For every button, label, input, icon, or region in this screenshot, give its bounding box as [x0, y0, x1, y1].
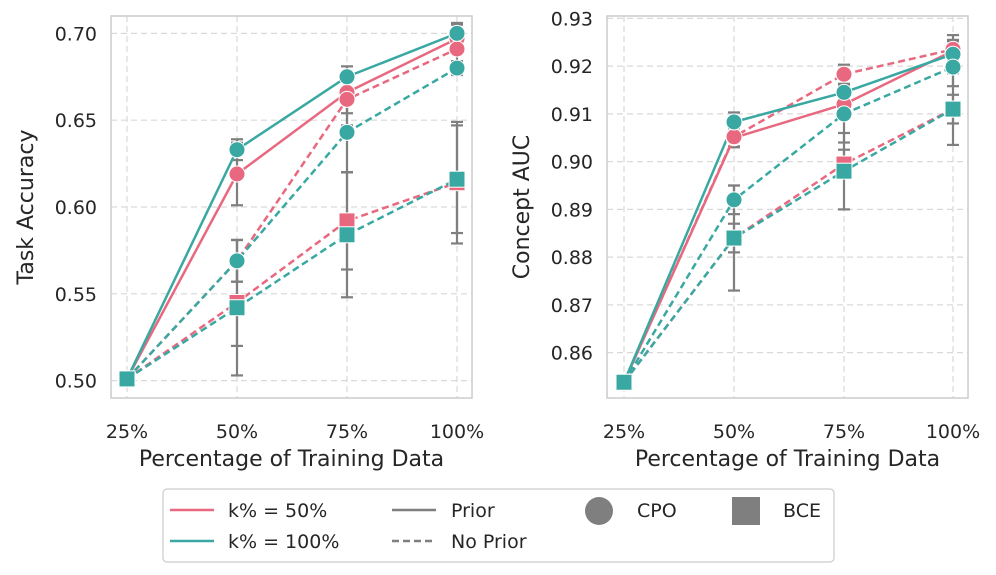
- x-tick-label: 75%: [823, 421, 865, 443]
- y-tick-label: 0.86: [551, 343, 593, 365]
- data-point: [338, 68, 356, 86]
- series-line: [125, 32, 458, 380]
- data-point: [835, 65, 853, 83]
- data-point: [228, 252, 246, 270]
- series-lines: [622, 48, 954, 384]
- data-point: [725, 191, 743, 209]
- legend-k100-label: k% = 100%: [228, 531, 339, 553]
- series-line: [622, 48, 954, 383]
- plot-frame: [110, 15, 473, 399]
- data-point: [448, 59, 466, 77]
- y-axis-label: Task Accuracy: [14, 130, 39, 286]
- tick-labels: 25% 50% 75% 100% 0.86 0.87 0.88 0.89 0.90 0.91 0.9…: [551, 8, 980, 443]
- x-axis-label: Percentage of Training Data: [635, 447, 940, 472]
- legend-cpo-marker: [585, 497, 613, 525]
- x-axis-label: Percentage of Training Data: [139, 447, 444, 472]
- x-tick-label: 25%: [603, 421, 645, 443]
- y-tick-label: 0.88: [551, 247, 593, 269]
- legend: k% = 50% k% = 100% Prior No Prior CPO BC…: [162, 488, 835, 563]
- x-tick-label: 25%: [106, 421, 148, 443]
- series-line: [622, 53, 954, 383]
- tick-labels: 25% 50% 75% 100% 0.50 0.55 0.60 0.65 0.70: [55, 23, 484, 443]
- data-point: [725, 113, 743, 131]
- series-line: [125, 37, 458, 380]
- series-line: [126, 67, 458, 380]
- series-line: [622, 65, 954, 383]
- legend-box: [162, 488, 835, 563]
- data-point: [338, 226, 356, 244]
- concept-auc-panel: 25% 50% 75% 100% 0.86 0.87 0.88 0.89 0.90 0.91 0.9…: [510, 8, 980, 472]
- data-point: [448, 24, 466, 42]
- legend-k50-label: k% = 50%: [228, 500, 327, 522]
- data-point: [615, 373, 633, 391]
- data-point: [338, 90, 356, 108]
- x-tick-label: 100%: [430, 421, 484, 443]
- data-point: [448, 170, 466, 188]
- legend-prior-label: Prior: [451, 500, 495, 522]
- y-tick-label: 0.93: [551, 8, 593, 30]
- grid-lines: [111, 16, 472, 398]
- data-point: [448, 40, 466, 58]
- data-point: [944, 58, 962, 76]
- x-tick-label: 75%: [326, 421, 368, 443]
- series-line: [623, 107, 954, 384]
- y-tick-label: 0.87: [551, 295, 593, 317]
- task-accuracy-panel: 25% 50% 75% 100% 0.50 0.55 0.60 0.65 0.70 Percen…: [14, 15, 484, 472]
- series-line: [623, 108, 954, 384]
- y-tick-label: 0.89: [551, 199, 593, 221]
- data-point: [835, 162, 853, 180]
- data-point: [228, 165, 246, 183]
- legend-cpo-label: CPO: [637, 500, 677, 522]
- x-tick-label: 100%: [926, 421, 980, 443]
- y-tick-label: 0.50: [55, 371, 97, 393]
- legend-bce-marker: [732, 497, 760, 525]
- y-tick-label: 0.55: [55, 284, 97, 306]
- data-point: [944, 100, 962, 118]
- series-markers: [118, 24, 466, 388]
- legend-no-prior-label: No Prior: [451, 531, 527, 553]
- plot-frame: [606, 15, 969, 399]
- series-markers: [615, 40, 962, 391]
- grid-lines: [607, 16, 968, 398]
- series-line: [622, 49, 954, 383]
- data-point: [118, 370, 136, 388]
- data-point: [725, 229, 743, 247]
- data-point: [835, 83, 853, 101]
- y-tick-label: 0.90: [551, 152, 593, 174]
- y-tick-label: 0.65: [55, 110, 97, 132]
- y-axis-label: Concept AUC: [510, 135, 535, 280]
- series-line: [126, 181, 458, 380]
- y-tick-label: 0.92: [551, 56, 593, 78]
- series-line: [126, 178, 458, 380]
- series-lines: [125, 32, 458, 380]
- legend-bce-label: BCE: [783, 500, 821, 522]
- series-line: [126, 47, 458, 380]
- data-point: [725, 128, 743, 146]
- data-point: [228, 299, 246, 317]
- data-point: [338, 123, 356, 141]
- y-tick-label: 0.70: [55, 23, 97, 45]
- y-tick-label: 0.60: [55, 197, 97, 219]
- x-tick-label: 50%: [216, 421, 258, 443]
- data-point: [835, 105, 853, 123]
- data-point: [228, 141, 246, 159]
- x-tick-label: 50%: [713, 421, 755, 443]
- y-tick-label: 0.91: [551, 104, 593, 126]
